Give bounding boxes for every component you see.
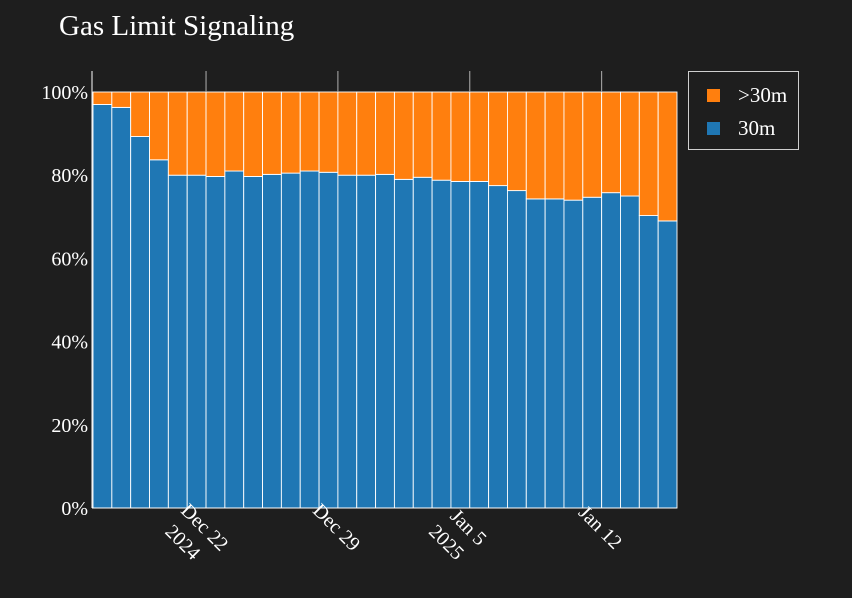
y-tick-label: 80%: [51, 165, 88, 187]
bar-30m-2024-12-31[interactable]: [375, 173, 395, 509]
bar-above-30m-2025-01-02[interactable]: [412, 91, 433, 178]
bar-above-30m-2024-12-30[interactable]: [356, 91, 377, 176]
legend-item-above-30m[interactable]: >30m: [706, 82, 788, 107]
legend-item-30m[interactable]: 30m: [706, 115, 776, 140]
bar-above-30m-2025-01-11[interactable]: [582, 91, 603, 198]
bar-above-30m-2024-12-27[interactable]: [299, 91, 320, 172]
legend-swatch-30m: [706, 120, 721, 136]
bar-above-30m-2025-01-14[interactable]: [638, 91, 659, 217]
y-tick-label: 100%: [41, 82, 88, 104]
bar-30m-2025-01-13[interactable]: [620, 195, 640, 509]
axes-layer: [91, 71, 677, 509]
bar-30m-2024-12-19[interactable]: [149, 159, 169, 509]
bar-above-30m-2024-12-21[interactable]: [186, 91, 207, 176]
legend-label-above-30m: >30m: [738, 82, 788, 107]
bar-30m-2024-12-18[interactable]: [130, 136, 150, 509]
bar-30m-2025-01-04[interactable]: [450, 180, 471, 509]
bar-30m-2025-01-06[interactable]: [488, 185, 508, 509]
bar-above-30m-2025-01-01[interactable]: [393, 91, 414, 180]
bar-30m-2024-12-24[interactable]: [243, 175, 263, 509]
bar-30m-2024-12-16[interactable]: [92, 104, 113, 509]
bar-above-30m-2025-01-15[interactable]: [657, 91, 678, 222]
bar-above-30m-2024-12-25[interactable]: [262, 91, 282, 175]
bar-30m-2025-01-14[interactable]: [638, 215, 659, 509]
bar-above-30m-2025-01-05[interactable]: [469, 91, 490, 182]
bar-above-30m-2024-12-19[interactable]: [149, 91, 169, 161]
bar-30m-2025-01-08[interactable]: [525, 198, 546, 509]
bar-above-30m-2025-01-07[interactable]: [507, 91, 527, 192]
bar-above-30m-2024-12-16[interactable]: [92, 91, 113, 105]
chart-title: Gas Limit Signaling: [59, 10, 295, 42]
bar-above-30m-2025-01-08[interactable]: [525, 91, 546, 200]
bar-above-30m-2025-01-10[interactable]: [563, 91, 584, 201]
bar-30m-2024-12-27[interactable]: [299, 170, 320, 509]
bar-30m-2025-01-02[interactable]: [412, 176, 433, 509]
bar-30m-2025-01-11[interactable]: [582, 196, 603, 509]
x-tick-label: Jan 12: [574, 502, 626, 554]
bar-30m-2024-12-26[interactable]: [280, 172, 301, 509]
bar-above-30m-2025-01-04[interactable]: [450, 91, 471, 182]
bar-30m-2025-01-15[interactable]: [657, 220, 678, 509]
bar-30m-2024-12-20[interactable]: [167, 174, 188, 509]
legend-label-30m: 30m: [738, 115, 776, 140]
bar-above-30m-2025-01-12[interactable]: [601, 91, 621, 194]
bar-30m-2025-01-10[interactable]: [563, 199, 584, 509]
bar-above-30m-2024-12-23[interactable]: [224, 91, 245, 172]
bar-30m-2025-01-03[interactable]: [431, 179, 452, 509]
bar-above-30m-2024-12-22[interactable]: [205, 91, 226, 177]
bar-above-30m-2024-12-20[interactable]: [167, 91, 188, 176]
bar-30m-2024-12-23[interactable]: [224, 170, 245, 509]
bar-30m-2025-01-05[interactable]: [469, 180, 490, 509]
y-tick-label: 40%: [51, 332, 88, 354]
bar-30m-2024-12-22[interactable]: [205, 175, 226, 509]
legend: >30m 30m: [688, 71, 799, 150]
bar-above-30m-2024-12-28[interactable]: [318, 91, 339, 173]
bar-above-30m-2024-12-24[interactable]: [243, 91, 263, 177]
bar-30m-2025-01-07[interactable]: [507, 190, 527, 509]
bar-30m-2025-01-01[interactable]: [393, 178, 414, 509]
bar-30m-2024-12-30[interactable]: [356, 174, 377, 509]
bar-30m-2024-12-17[interactable]: [111, 106, 132, 509]
bar-30m-2024-12-29[interactable]: [337, 174, 358, 509]
bar-above-30m-2024-12-31[interactable]: [375, 91, 395, 175]
bar-30m-2024-12-25[interactable]: [262, 173, 282, 509]
y-tick-label: 60%: [51, 248, 88, 270]
bars-layer: [92, 91, 678, 509]
bar-30m-2024-12-28[interactable]: [318, 171, 339, 509]
bar-above-30m-2025-01-09[interactable]: [544, 91, 565, 200]
bar-above-30m-2024-12-17[interactable]: [111, 91, 132, 108]
bar-30m-2024-12-21[interactable]: [186, 174, 207, 509]
y-tick-label: 0%: [61, 498, 88, 520]
bar-above-30m-2024-12-18[interactable]: [130, 91, 150, 137]
legend-swatch-above-30m: [706, 87, 721, 103]
bar-above-30m-2024-12-26[interactable]: [280, 91, 301, 174]
y-tick-label: 20%: [51, 415, 88, 437]
bar-above-30m-2025-01-03[interactable]: [431, 91, 452, 181]
bar-above-30m-2025-01-06[interactable]: [488, 91, 508, 187]
bar-30m-2025-01-12[interactable]: [601, 192, 621, 509]
bar-30m-2025-01-09[interactable]: [544, 198, 565, 509]
bar-above-30m-2024-12-29[interactable]: [337, 91, 358, 176]
bar-above-30m-2025-01-13[interactable]: [620, 91, 640, 197]
